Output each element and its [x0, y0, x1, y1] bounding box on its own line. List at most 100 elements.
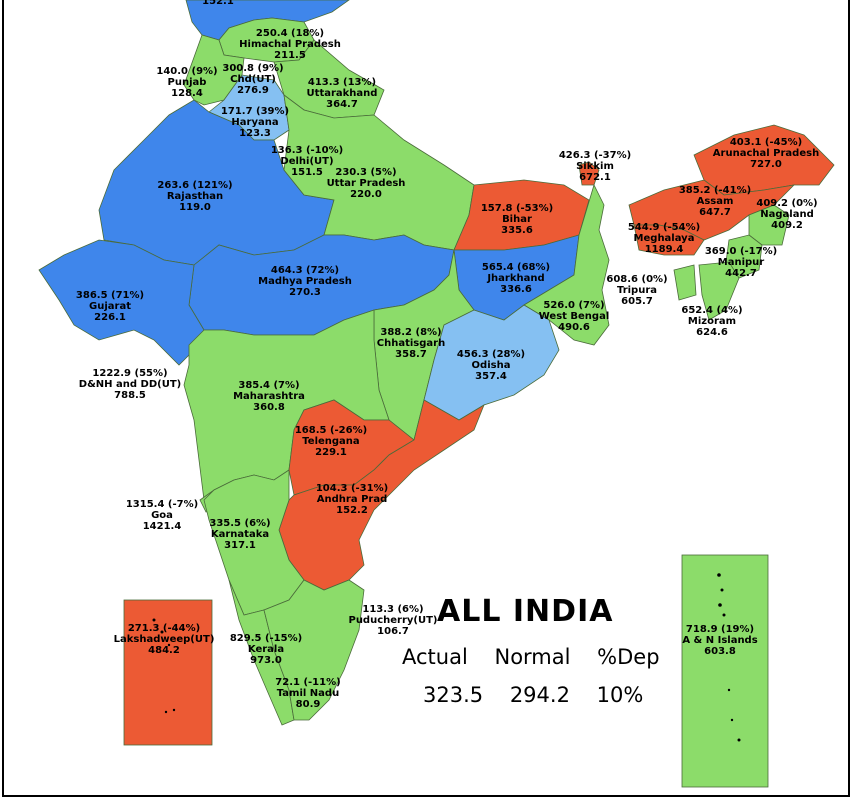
region-name: Goa — [151, 510, 173, 521]
label-tn: 72.1 (-11%) Tamil Nadu 80.9 — [275, 677, 340, 710]
region-name: Madhya Pradesh — [258, 276, 352, 287]
region-name: Jharkhand — [487, 273, 545, 284]
label-puducherry: 113.3 (6%) Puducherry(UT) 106.7 — [348, 604, 437, 637]
rainfall-value: 565.4 (68%) — [481, 262, 551, 273]
label-andaman: 718.9 (19%) A & N Islands 603.8 — [682, 624, 757, 657]
label-ap: 104.3 (-31%) Andhra Prad 152.2 — [316, 483, 388, 516]
label-himachal: 250.4 (18%) Himachal Pradesh 211.5 — [239, 28, 341, 61]
region-name: Maharashtra — [233, 391, 305, 402]
summary-headers: Actual Normal %Dep — [402, 645, 680, 669]
region-mizoram — [698, 261, 740, 321]
label-goa: 1315.4 (-7%) Goa 1421.4 — [126, 499, 198, 532]
region-name: D&NH and DD(UT) — [78, 379, 182, 390]
value-dep: 10% — [596, 683, 644, 707]
summary-title: ALL INDIA — [437, 594, 614, 629]
region-name: Tamil Nadu — [276, 688, 340, 699]
label-sikkim: 426.3 (-37%) Sikkim 672.1 — [559, 150, 631, 183]
rainfall-value: 727.0 — [750, 159, 782, 170]
rainfall-value: 388.2 (8%) — [380, 327, 442, 338]
region-name: Chd(UT) — [230, 74, 276, 85]
region-name: West Bengal — [538, 311, 610, 322]
india-rainfall-map — [38, 0, 835, 788]
label-nagaland: 409.2 (0%) Nagaland 409.2 — [756, 198, 817, 231]
summary-values: 323.5 294.2 10% — [423, 683, 663, 707]
label-mp: 464.3 (72%) Madhya Pradesh 270.3 — [258, 265, 352, 298]
rainfall-value: 456.3 (28%) — [456, 349, 526, 360]
region-name: Meghalaya — [633, 233, 695, 244]
rainfall-value: 647.7 — [699, 207, 731, 218]
region-name: Delhi(UT) — [280, 156, 334, 167]
rainfall-value: 652.4 (4%) — [681, 305, 743, 316]
rainfall-value: 211.5 — [274, 50, 306, 61]
header-actual: Actual — [402, 645, 468, 669]
rainfall-value: 106.7 — [377, 626, 409, 637]
rainfall-value: 336.6 — [500, 284, 532, 295]
label-telangana: 168.5 (-26%) Telengana 229.1 — [295, 425, 367, 458]
region-tripura — [673, 264, 697, 301]
region-name: Punjab — [167, 77, 207, 88]
label-punjab: 140.0 (9%) Punjab 128.4 — [156, 66, 217, 99]
rainfall-value: 788.5 — [114, 390, 146, 401]
region-name: Assam — [696, 196, 734, 207]
rainfall-value: 672.1 — [579, 172, 611, 183]
rainfall-value: 276.9 — [237, 85, 269, 96]
state-shapes — [38, 0, 835, 788]
region-punjab — [183, 34, 245, 106]
region-meghalaya — [633, 224, 705, 256]
rainfall-value: 409.2 — [771, 220, 803, 231]
region-tn — [263, 579, 365, 721]
label-rajasthan: 263.6 (121%) Rajasthan 119.0 — [157, 180, 232, 213]
rainfall-value: 250.4 (18%) — [255, 28, 325, 39]
region-name: Arunachal Pradesh — [712, 148, 820, 159]
rainfall-value: 357.4 — [475, 371, 507, 382]
rainfall-value: 119.0 — [179, 202, 211, 213]
region-lakshadweep — [123, 599, 213, 746]
rainfall-value: 1222.9 (55%) — [92, 368, 168, 379]
label-chhattisgarh: 388.2 (8%) Chhatisgarh 358.7 — [377, 327, 445, 360]
rainfall-value: 270.3 — [289, 287, 321, 298]
region-name: Odisha — [471, 360, 511, 371]
value-actual: 323.5 — [423, 683, 484, 707]
label-mizoram: 652.4 (4%) Mizoram 624.6 — [681, 305, 742, 338]
region-name: Puducherry(UT) — [348, 615, 438, 626]
label-maharashtra: 385.4 (7%) Maharashtra 360.8 — [233, 380, 305, 413]
rainfall-value: 385.4 (7%) — [238, 380, 300, 391]
label-odisha: 456.3 (28%) Odisha 357.4 — [457, 349, 525, 382]
region-name: Rajasthan — [166, 191, 224, 202]
rainfall-value: 360.8 — [253, 402, 285, 413]
header-normal: Normal — [494, 645, 571, 669]
rainfall-value: 271.3 (-44%) — [127, 623, 201, 634]
rainfall-value: 464.3 (72%) — [270, 265, 340, 276]
region-name: Bihar — [502, 214, 532, 225]
rainfall-value: 608.6 (0%) — [606, 274, 668, 285]
rainfall-value: 718.9 (19%) — [685, 624, 755, 635]
rainfall-value: 409.2 (0%) — [756, 198, 818, 209]
label-delhi: 136.3 (-10%) Delhi(UT) 151.5 — [271, 145, 343, 178]
rainfall-value: 358.7 — [395, 349, 427, 360]
rainfall-value: 230.3 (5%) — [335, 167, 397, 178]
rainfall-value: 364.7 — [326, 99, 358, 110]
label-uttarakhand: 413.3 (13%) Uttarakhand 364.7 — [307, 77, 378, 110]
region-name: A & N Islands — [682, 635, 758, 646]
rainfall-value: 317.1 — [224, 540, 256, 551]
label-jk: 152.1 — [202, 0, 234, 7]
rainfall-value: 136.3 (-10%) — [270, 145, 344, 156]
region-name: Chhatisgarh — [376, 338, 446, 349]
rainfall-value: 171.7 (39%) — [220, 106, 290, 117]
value-normal: 294.2 — [509, 683, 570, 707]
region-sikkim — [578, 161, 600, 186]
label-kerala: 829.5 (-15%) Kerala 973.0 — [230, 633, 302, 666]
rainfall-value: 113.3 (6%) — [362, 604, 424, 615]
rainfall-value: 403.1 (-45%) — [729, 137, 803, 148]
rainfall-value: 151.5 — [291, 167, 323, 178]
rainfall-value: 544.9 (-54%) — [627, 222, 701, 233]
rainfall-value: 973.0 — [250, 655, 282, 666]
rainfall-value: 152.2 — [336, 505, 368, 516]
rainfall-value: 335.6 — [501, 225, 533, 236]
label-gujarat: 386.5 (71%) Gujarat 226.1 — [76, 290, 144, 323]
label-tripura: 608.6 (0%) Tripura 605.7 — [606, 274, 667, 307]
rainfall-value: 1421.4 — [142, 521, 182, 532]
label-chd: 300.8 (9%) Chd(UT) 276.9 — [222, 63, 283, 96]
region-wb — [523, 183, 610, 346]
